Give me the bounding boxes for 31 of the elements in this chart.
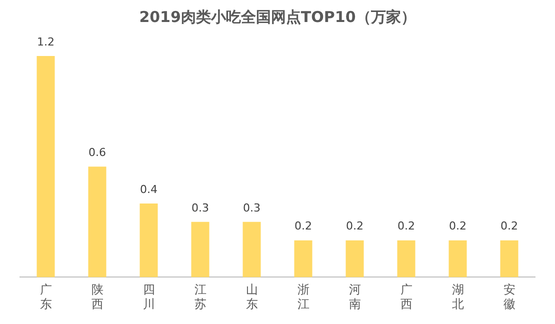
data-label: 0.6 [88, 146, 106, 159]
x-tick-label: 江苏 [194, 282, 206, 311]
bar [88, 166, 106, 278]
bar [242, 222, 261, 278]
bar [191, 222, 210, 278]
data-label: 0.2 [346, 220, 364, 233]
data-label: 0.3 [243, 201, 260, 214]
x-tick-label: 四川 [142, 282, 155, 311]
x-tick-label: 安徽 [503, 282, 516, 311]
data-label: 0.2 [398, 220, 415, 233]
data-label: 0.4 [140, 182, 158, 196]
bar [294, 240, 312, 278]
bar [346, 240, 364, 278]
x-tick-label: 湖北 [452, 282, 464, 311]
data-label: 0.3 [192, 201, 209, 214]
data-label: 0.2 [449, 220, 466, 233]
x-tick-label: 山东 [246, 282, 258, 311]
bar [500, 240, 518, 278]
x-tick-label: 广东 [40, 282, 52, 311]
data-label: 0.2 [500, 220, 518, 233]
bar [397, 240, 416, 278]
bar [140, 203, 158, 278]
bar [36, 56, 55, 278]
data-label: 1.2 [37, 35, 54, 48]
x-tick-label: 浙江 [297, 282, 310, 311]
x-tick-label: 广西 [400, 282, 412, 311]
bar [448, 240, 467, 278]
x-tick-label: 河南 [348, 282, 361, 311]
chart-title: 2019肉类小吃全国网点TOP10（万家） [138, 8, 417, 28]
data-label: 0.2 [294, 220, 312, 233]
x-tick-label: 陕西 [91, 282, 104, 311]
